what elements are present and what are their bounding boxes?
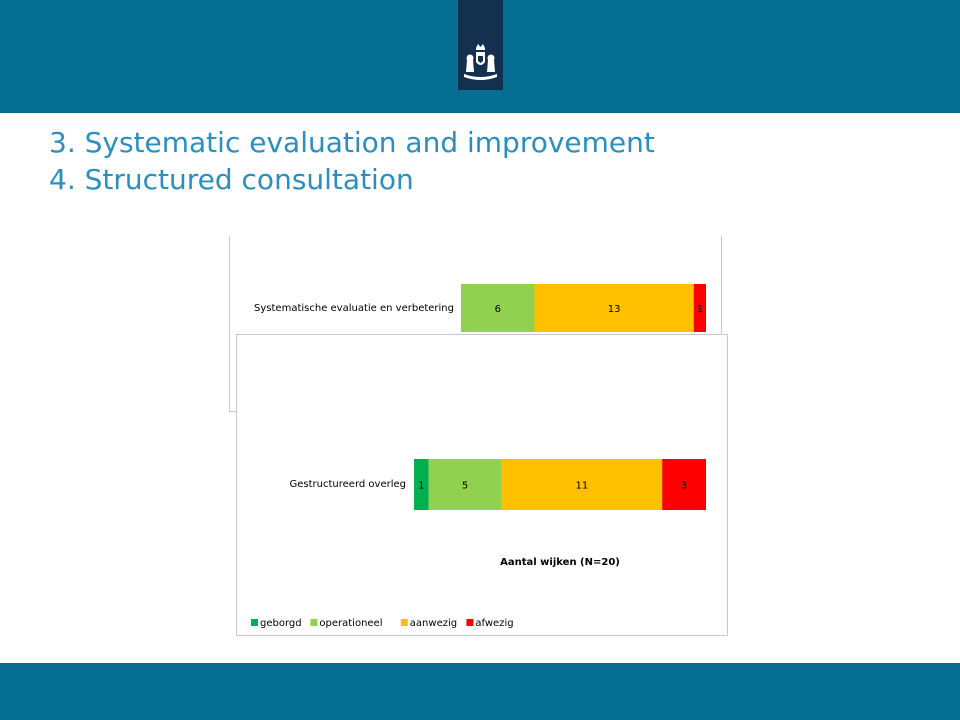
slide-title: 3. Systematic evaluation and improvement…: [49, 124, 655, 198]
footer-band: [0, 663, 960, 720]
data-label-geborgd: 1: [418, 481, 424, 492]
data-label-afwezig: 3: [681, 481, 687, 492]
legend-swatch-afwezig: [466, 619, 474, 626]
bar-operationeel: [461, 284, 535, 332]
logo: [458, 0, 503, 90]
category-label: Systematische evaluatie en verbetering: [254, 303, 454, 314]
legend-label-geborgd: geborgd: [260, 618, 302, 629]
chart-evaluation: Systematische evaluatie en verbetering 6…: [254, 284, 706, 332]
legend-label-operationeel: operationeel: [319, 618, 382, 629]
legend-label-afwezig: afwezig: [475, 618, 513, 629]
bar-afwezig: [662, 459, 706, 510]
chart-consultation: Gestructureerd overleg Aantal wijken (N=…: [251, 459, 706, 629]
legend-swatch-geborgd: [251, 619, 258, 626]
legend: geborgd operationeel aanwezig afwezig: [251, 618, 514, 629]
legend-swatch-operationeel: [310, 619, 318, 626]
data-label-aanwezig: 13: [608, 304, 621, 315]
data-label-operationeel: 6: [495, 304, 501, 315]
bar-aanwezig: [501, 459, 663, 510]
category-label: Gestructureerd overleg: [290, 479, 406, 490]
x-axis-label: Aantal wijken (N=20): [500, 557, 620, 568]
chart-panel-consultation: Gestructureerd overleg Aantal wijken (N=…: [236, 334, 728, 636]
data-label-operationeel: 5: [462, 481, 468, 492]
bar-aanwezig: [534, 284, 694, 332]
title-line-1: 3. Systematic evaluation and improvement: [49, 126, 655, 159]
legend-swatch-aanwezig: [400, 619, 408, 626]
bar-afwezig: [693, 284, 706, 332]
data-label-aanwezig: 11: [576, 481, 589, 492]
data-label-afwezig: 1: [697, 304, 703, 315]
bar-geborgd: [414, 459, 429, 510]
legend-label-aanwezig: aanwezig: [410, 618, 457, 629]
coat-of-arms-icon: [464, 44, 497, 80]
title-line-2: 4. Structured consultation: [49, 163, 414, 196]
bar-operationeel: [428, 459, 502, 510]
